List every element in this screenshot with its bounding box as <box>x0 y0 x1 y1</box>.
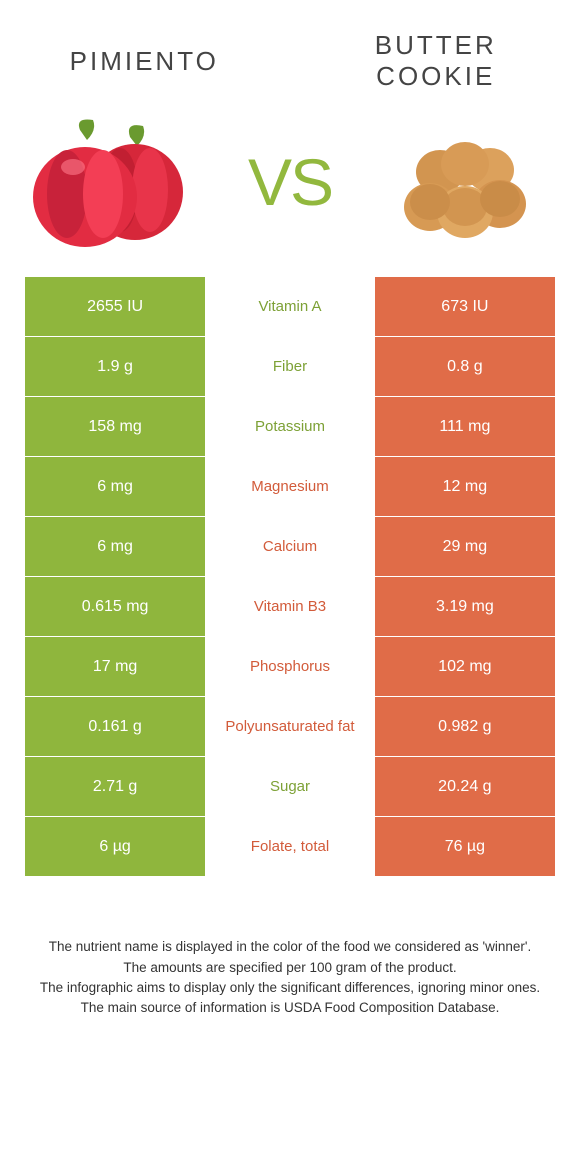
footer-line: The infographic aims to display only the… <box>25 978 555 998</box>
right-value: 3.19 mg <box>375 577 555 636</box>
right-value: 20.24 g <box>375 757 555 816</box>
table-row: 158 mgPotassium111 mg <box>25 397 555 457</box>
images-row: VS <box>25 112 555 252</box>
comparison-table: 2655 IUVitamin A673 IU1.9 gFiber0.8 g158… <box>25 277 555 877</box>
left-value: 158 mg <box>25 397 205 456</box>
left-value: 0.161 g <box>25 697 205 756</box>
table-row: 2.71 gSugar20.24 g <box>25 757 555 817</box>
right-value: 0.982 g <box>375 697 555 756</box>
left-value: 6 µg <box>25 817 205 876</box>
table-row: 0.161 gPolyunsaturated fat0.982 g <box>25 697 555 757</box>
left-value: 6 mg <box>25 457 205 516</box>
left-value: 0.615 mg <box>25 577 205 636</box>
right-value: 673 IU <box>375 277 555 336</box>
nutrient-label: Magnesium <box>205 457 375 516</box>
table-row: 1.9 gFiber0.8 g <box>25 337 555 397</box>
left-value: 2.71 g <box>25 757 205 816</box>
table-row: 6 mgCalcium29 mg <box>25 517 555 577</box>
left-title: PIMIENTO <box>25 46 264 77</box>
footer-line: The amounts are specified per 100 gram o… <box>25 958 555 978</box>
right-value: 0.8 g <box>375 337 555 396</box>
header: PIMIENTO BUTTER COOKIE <box>25 30 555 92</box>
vs-text: VS <box>248 144 332 220</box>
nutrient-label: Sugar <box>205 757 375 816</box>
left-value: 2655 IU <box>25 277 205 336</box>
table-row: 6 µgFolate, total76 µg <box>25 817 555 877</box>
cookie-image <box>380 112 555 252</box>
nutrient-label: Vitamin A <box>205 277 375 336</box>
right-value: 102 mg <box>375 637 555 696</box>
left-value: 6 mg <box>25 517 205 576</box>
nutrient-label: Phosphorus <box>205 637 375 696</box>
nutrient-label: Fiber <box>205 337 375 396</box>
table-row: 17 mgPhosphorus102 mg <box>25 637 555 697</box>
nutrient-label: Calcium <box>205 517 375 576</box>
right-value: 111 mg <box>375 397 555 456</box>
table-row: 0.615 mgVitamin B33.19 mg <box>25 577 555 637</box>
right-value: 29 mg <box>375 517 555 576</box>
right-value: 12 mg <box>375 457 555 516</box>
pimiento-image <box>25 112 200 252</box>
nutrient-label: Folate, total <box>205 817 375 876</box>
nutrient-label: Potassium <box>205 397 375 456</box>
footer-line: The main source of information is USDA F… <box>25 998 555 1018</box>
nutrient-label: Vitamin B3 <box>205 577 375 636</box>
nutrient-label: Polyunsaturated fat <box>205 697 375 756</box>
table-row: 6 mgMagnesium12 mg <box>25 457 555 517</box>
footer-notes: The nutrient name is displayed in the co… <box>25 937 555 1018</box>
table-row: 2655 IUVitamin A673 IU <box>25 277 555 337</box>
left-value: 17 mg <box>25 637 205 696</box>
right-title: BUTTER COOKIE <box>317 30 556 92</box>
footer-line: The nutrient name is displayed in the co… <box>25 937 555 957</box>
left-value: 1.9 g <box>25 337 205 396</box>
right-value: 76 µg <box>375 817 555 876</box>
